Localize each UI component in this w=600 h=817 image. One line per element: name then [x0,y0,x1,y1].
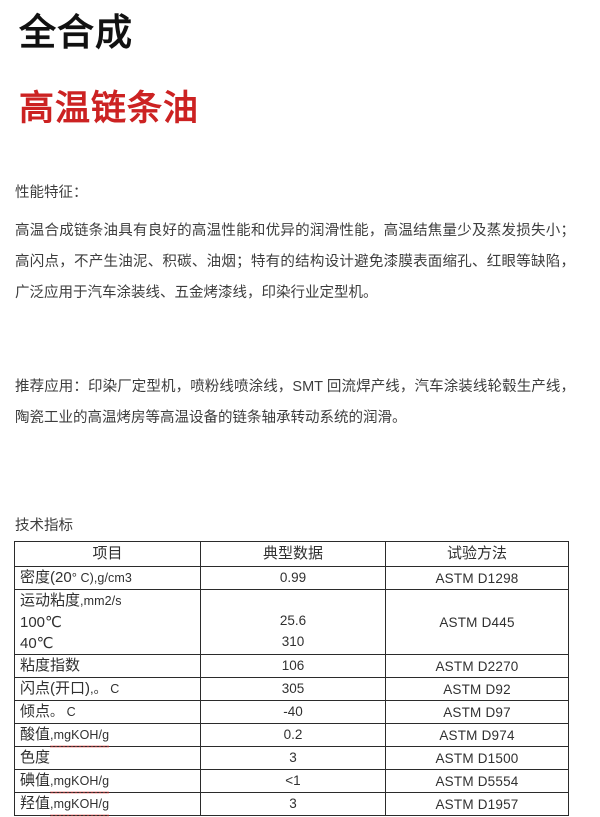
spec-method-flash-point: ASTM D92 [385,677,569,701]
spec-method-viscosity: ASTM D445 [385,589,569,655]
table-header-row: 项目 典型数据 试验方法 [14,541,569,567]
spec-item-viscosity-index: 粘度指数 [14,654,201,678]
spec-item-density-degree: ° [71,570,77,585]
spec-item-density: 密度(20° C),g/cm3 [14,566,201,590]
spec-value-viscosity-40: 310 [281,634,305,649]
spec-method-hydroxyl-value: ASTM D1957 [385,792,569,816]
spec-item-flash-point-unit: C [106,682,120,696]
spec-item-flash-point-degree: ,。 [90,681,107,696]
spec-item-density-text: 密度(20 [20,569,72,586]
spec-item-viscosity-unit: ,mm2/s [80,594,122,608]
table-row: 酸值,mgKOH/g 0.2 ASTM D974 [14,723,569,748]
spec-value-iodine-value: <1 [200,769,386,793]
tech-spec-label: 技术指标 [15,518,73,534]
spec-method-color: ASTM D1500 [385,746,569,770]
spec-item-viscosity-name: 运动粘度 [20,592,81,609]
spec-item-viscosity: 运动粘度,mm2/s 100℃ 40℃ [14,589,201,655]
performance-label: 性能特征： [15,185,88,201]
spec-item-iodine-value: 碘值,mgKOH/g [14,769,201,794]
spec-value-hydroxyl-value: 3 [200,792,386,816]
spec-item-viscosity-line1: 运动粘度,mm2/s [20,590,195,612]
spec-method-iodine-value: ASTM D5554 [385,769,569,793]
performance-description: 高温合成链条油具有良好的高温性能和优异的润滑性能，高温结焦量少及蒸发损失小；高闪… [15,223,575,301]
page-title-main: 全合成 [19,12,133,53]
table-row: 运动粘度,mm2/s 100℃ 40℃ 25.6 310 ASTM D445 [14,589,569,655]
spec-item-iodine-value-text: 碘值 [20,772,51,789]
product-spec-sheet: 全合成 高温链条油 性能特征： 高温合成链条油具有良好的高温性能和优异的润滑性能… [14,12,575,817]
spec-item-hydroxyl-value-text: 羟值 [20,795,51,812]
spec-value-color: 3 [200,746,386,770]
spec-item-pour-point-unit: C [63,705,76,719]
table-row: 粘度指数 106 ASTM D2270 [14,654,569,678]
column-header-value: 典型数据 [200,541,386,567]
spec-item-flash-point-text: 闪点(开口) [20,680,90,697]
table-row: 色度 3 ASTM D1500 [14,746,569,770]
spec-item-color: 色度 [14,746,201,770]
spec-item-acid-value: 酸值,mgKOH/g [14,723,201,748]
spec-value-viscosity-index: 106 [200,654,386,678]
column-header-method: 试验方法 [385,541,569,567]
page-title-product: 高温链条油 [19,89,200,128]
spec-method-viscosity-index: ASTM D2270 [385,654,569,678]
spec-item-pour-point: 倾点。 C [14,700,201,724]
spec-value-density: 0.99 [200,566,386,590]
spec-item-flash-point: 闪点(开口),。 C [14,677,201,701]
table-row: 密度(20° C),g/cm3 0.99 ASTM D1298 [14,566,569,590]
spec-item-pour-point-text: 倾点 [20,703,51,720]
spec-item-hydroxyl-value-unit: ,mgKOH/g [50,793,110,817]
spec-value-flash-point: 305 [200,677,386,701]
table-row: 闪点(开口),。 C 305 ASTM D92 [14,677,569,701]
spec-item-viscosity-temp-40: 40℃ [20,635,54,652]
column-header-item: 项目 [14,541,201,567]
spec-item-viscosity-temp-100: 100℃ [20,614,62,631]
spec-item-acid-value-unit: ,mgKOH/g [50,724,110,748]
spec-item-density-unit: C),g/cm3 [76,571,132,585]
spec-item-pour-point-degree: 。 [50,704,64,719]
spec-value-viscosity-100: 25.6 [279,613,307,628]
spec-method-pour-point: ASTM D97 [385,700,569,724]
table-row: 碘值,mgKOH/g <1 ASTM D5554 [14,769,569,794]
spec-item-iodine-value-unit: ,mgKOH/g [50,770,110,794]
table-row: 倾点。 C -40 ASTM D97 [14,700,569,724]
spec-item-hydroxyl-value: 羟值,mgKOH/g [14,792,201,817]
table-row: 羟值,mgKOH/g 3 ASTM D1957 [14,792,569,817]
spec-value-pour-point: -40 [200,700,386,724]
spec-item-acid-value-text: 酸值 [20,726,51,743]
application-description: 推荐应用：印染厂定型机，喷粉线喷涂线，SMT 回流焊产线，汽车涂装线轮毂生产线，… [15,379,575,426]
spec-method-acid-value: ASTM D974 [385,723,569,747]
spec-value-viscosity: 25.6 310 [200,589,386,655]
tech-spec-table: 项目 典型数据 试验方法 密度(20° C),g/cm3 0.99 ASTM D… [14,541,569,817]
spec-value-acid-value: 0.2 [200,723,386,747]
spec-method-density: ASTM D1298 [385,566,569,590]
